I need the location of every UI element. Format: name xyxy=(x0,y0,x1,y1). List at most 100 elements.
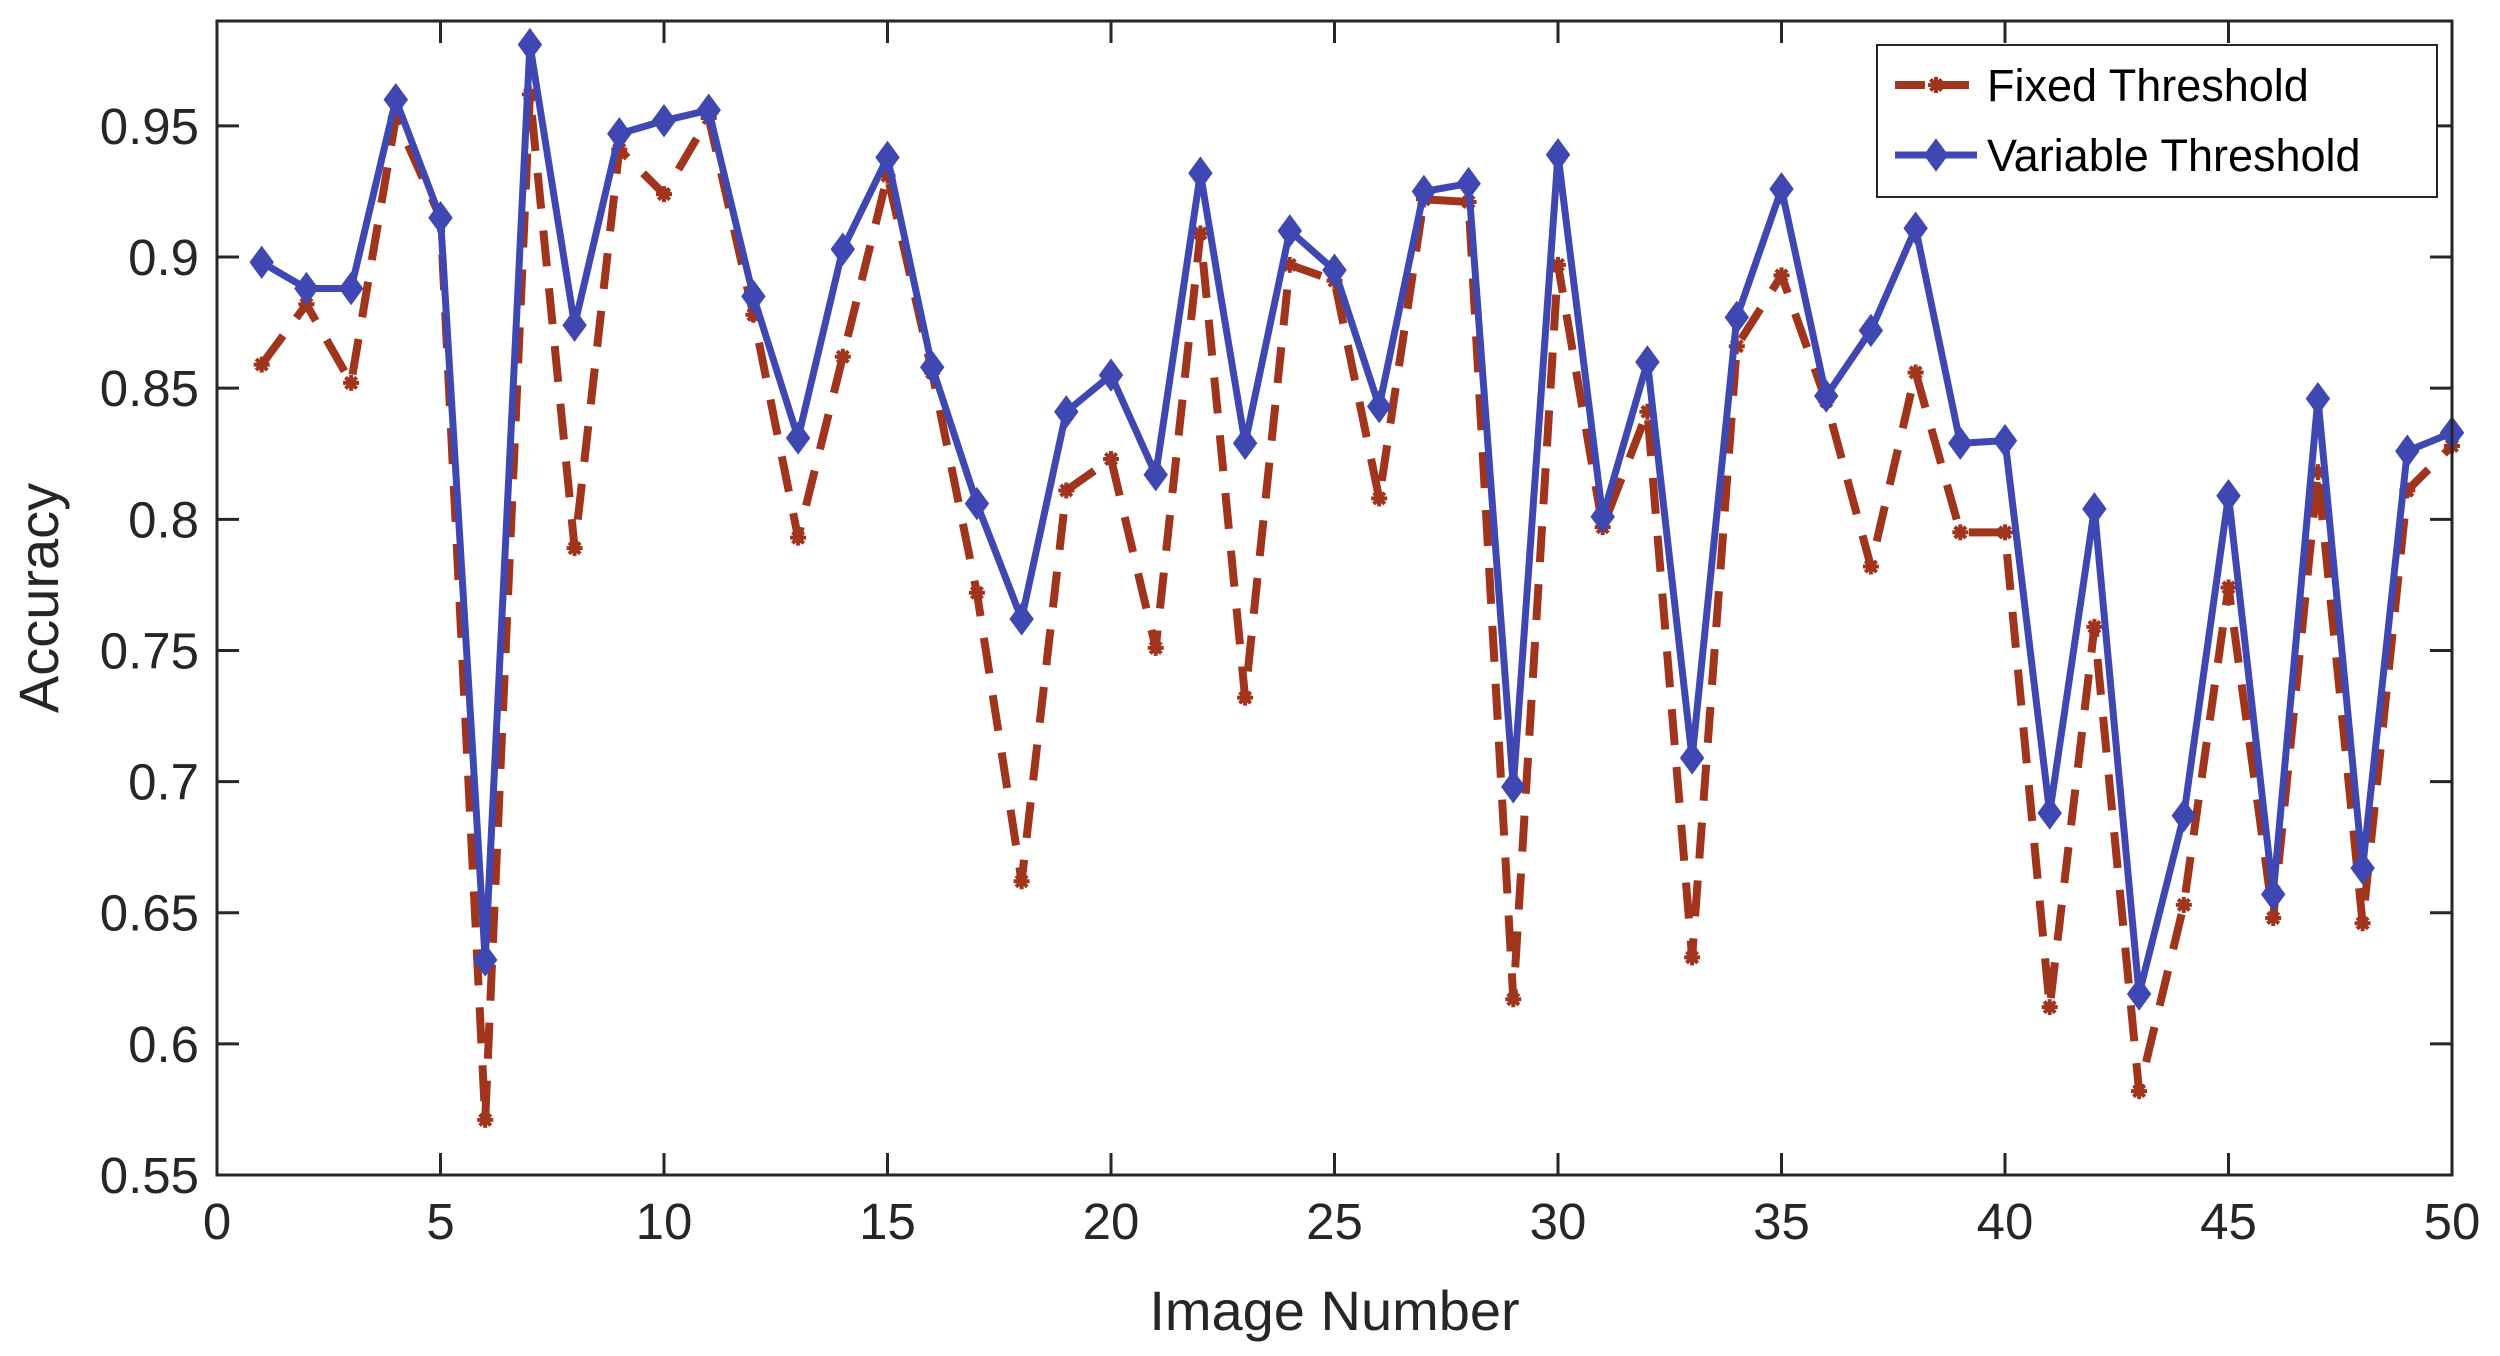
data-point xyxy=(1013,873,1030,890)
data-point xyxy=(1903,211,1928,245)
data-point xyxy=(1923,138,1949,172)
data-point xyxy=(607,117,632,151)
data-point xyxy=(1192,225,1209,242)
y-tick-label: 0.8 xyxy=(128,491,199,548)
data-point xyxy=(2041,999,2058,1016)
fixed-threshold-series xyxy=(253,86,2460,1128)
x-tick-label: 40 xyxy=(1977,1193,2034,1250)
data-point xyxy=(2126,977,2152,1011)
data-point xyxy=(2395,434,2420,468)
data-point xyxy=(1684,949,1701,966)
x-tick-label: 45 xyxy=(2200,1193,2257,1250)
data-point xyxy=(696,93,721,127)
data-point xyxy=(875,140,900,175)
data-point xyxy=(1948,426,1973,460)
data-point xyxy=(2082,492,2107,526)
data-point xyxy=(1501,770,1526,804)
x-tick-label: 20 xyxy=(1083,1193,1140,1250)
y-tick-label: 0.95 xyxy=(100,98,199,155)
data-point xyxy=(785,421,811,455)
data-point xyxy=(1054,395,1079,429)
data-point xyxy=(651,103,677,138)
data-point xyxy=(1147,639,1164,656)
x-tick-label: 30 xyxy=(1530,1193,1587,1250)
data-point xyxy=(1992,423,2018,458)
legend-label-fixed-threshold: Fixed Threshold xyxy=(1987,60,2309,111)
legend-box xyxy=(1876,44,2438,198)
data-point xyxy=(2260,877,2286,912)
x-axis-label: Image Number xyxy=(1149,1279,1519,1342)
data-point xyxy=(253,356,270,373)
x-tick-label: 25 xyxy=(1306,1193,1363,1250)
data-point xyxy=(1679,741,1705,775)
data-point xyxy=(1103,450,1119,467)
data-point xyxy=(566,540,583,557)
data-point xyxy=(1639,403,1656,420)
data-point xyxy=(1366,389,1392,424)
data-point xyxy=(790,529,807,546)
data-point xyxy=(1724,300,1750,335)
x-tick-label: 50 xyxy=(2424,1193,2481,1250)
data-point xyxy=(2086,618,2103,635)
x-tick-label: 15 xyxy=(859,1193,916,1250)
data-point xyxy=(1862,558,1879,575)
data-point xyxy=(2216,479,2241,513)
data-point xyxy=(1928,77,1944,93)
data-point xyxy=(2265,909,2282,926)
data-point xyxy=(964,486,990,521)
data-point xyxy=(472,943,498,977)
data-point xyxy=(830,232,856,266)
data-point xyxy=(919,350,945,384)
data-point xyxy=(428,201,453,235)
variable-threshold-series xyxy=(249,27,2465,1011)
data-point xyxy=(343,374,360,391)
data-point xyxy=(2220,579,2237,596)
data-point xyxy=(383,82,409,117)
data-point xyxy=(741,279,766,314)
data-point xyxy=(879,167,896,184)
data-point xyxy=(1232,426,1258,460)
data-point xyxy=(1907,364,1924,381)
data-point xyxy=(2399,482,2416,499)
data-point xyxy=(1997,524,2013,541)
data-point xyxy=(1009,602,1034,636)
legend-label-variable-threshold: Variable Threshold xyxy=(1987,130,2361,181)
legend: Fixed Threshold Variable Threshold xyxy=(1876,44,2438,198)
data-point xyxy=(1769,172,1794,206)
y-tick-label: 0.6 xyxy=(128,1016,199,1073)
data-point xyxy=(1773,267,1790,284)
y-tick-label: 0.9 xyxy=(128,229,199,286)
data-point xyxy=(2175,896,2192,913)
legend-sample-fixed-threshold xyxy=(1895,77,1977,93)
data-point xyxy=(249,245,274,279)
data-point xyxy=(1058,482,1075,499)
data-point xyxy=(1590,500,1615,534)
data-point xyxy=(294,271,319,306)
data-point xyxy=(745,306,762,323)
data-point xyxy=(1550,256,1566,273)
data-point xyxy=(1813,379,1839,413)
data-point xyxy=(2037,796,2062,830)
y-tick-label: 0.85 xyxy=(100,360,199,417)
data-point xyxy=(1635,345,1660,379)
data-point xyxy=(2350,851,2375,885)
data-point xyxy=(2131,1083,2148,1100)
data-point xyxy=(477,1111,494,1128)
data-point xyxy=(1952,524,1969,541)
data-point xyxy=(1456,166,1481,201)
data-point xyxy=(2171,798,2197,833)
x-tick-label: 0 xyxy=(203,1193,231,1250)
axis-ticks: 0 5 10 15 20 25 30 35 40 45 50 0.55 0.6 0.65 0.7 0.75 0.… xyxy=(100,21,2481,1250)
x-tick-label: 5 xyxy=(426,1193,454,1250)
series-line xyxy=(258,90,2455,1124)
data-point xyxy=(1858,313,1884,348)
x-tick-label: 35 xyxy=(1753,1193,1810,1250)
y-tick-label: 0.75 xyxy=(100,622,199,679)
data-point xyxy=(834,348,851,365)
data-point xyxy=(656,186,672,203)
data-point xyxy=(1505,991,1522,1008)
y-tick-label: 0.55 xyxy=(100,1147,199,1204)
data-point xyxy=(2309,464,2326,481)
y-tick-label: 0.65 xyxy=(100,885,199,942)
